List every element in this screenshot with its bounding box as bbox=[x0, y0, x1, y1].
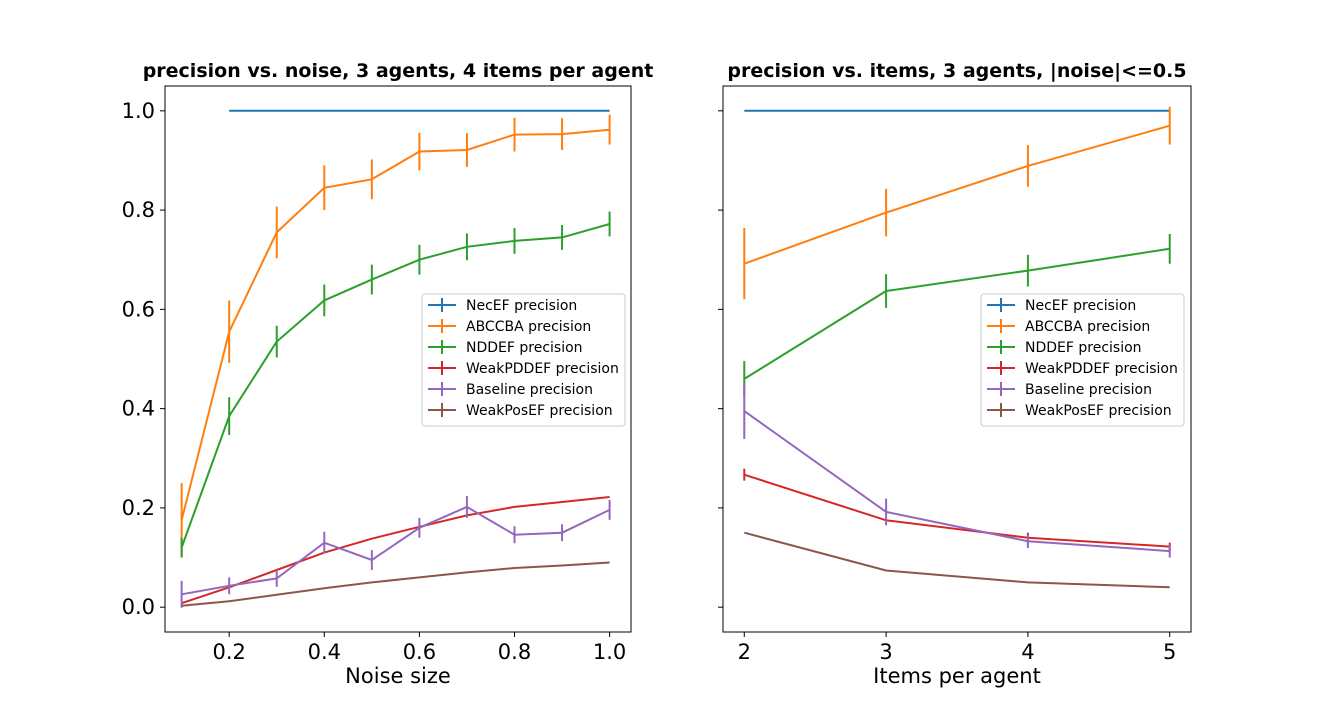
chart-0-y-tick-label: 0.2 bbox=[122, 496, 155, 520]
chart-0-y-tick-label: 0.6 bbox=[122, 297, 155, 321]
chart-0-y-tick-label: 0.8 bbox=[122, 198, 155, 222]
chart-1-legend-entry: WeakPDDEF precision bbox=[1025, 361, 1178, 377]
chart-1-x-tick-label: 4 bbox=[1021, 640, 1034, 664]
chart-0-series-2-line bbox=[180, 223, 610, 548]
chart-1-series-5-line bbox=[744, 531, 1170, 589]
chart-0-legend-entry: WeakPosEF precision bbox=[466, 403, 613, 419]
chart-0-series-5-line bbox=[181, 561, 610, 607]
chart-1-x-tick-label: 2 bbox=[738, 640, 751, 664]
chart-0-y-tick-label: 1.0 bbox=[122, 99, 155, 123]
noise-chart: 0.2 0.4 0.6 0.8 1.0 0.0 0.2 0.4 0.6 0.8 1.0 precisi… bbox=[122, 60, 654, 688]
chart-0-legend-entry: WeakPDDEF precision bbox=[466, 361, 619, 377]
chart-0-x-tick-label: 1.0 bbox=[593, 640, 626, 664]
chart-1-legend bbox=[980, 293, 1185, 427]
chart-0-y-tick-label: 0.0 bbox=[122, 595, 155, 619]
chart-0-x-tick-label: 0.6 bbox=[403, 640, 436, 664]
chart-0-legend-entry: NDDEF precision bbox=[466, 340, 583, 356]
chart-1-series-2-line bbox=[743, 247, 1170, 380]
chart-0-x-tick-label: 0.2 bbox=[212, 640, 245, 664]
chart-1-legend-entry: NDDEF precision bbox=[1025, 340, 1142, 356]
chart-0-x-tick-label: 0.4 bbox=[308, 640, 341, 664]
chart-0-x-tick-label: 0.8 bbox=[498, 640, 531, 664]
chart-1-series-1-line bbox=[743, 124, 1170, 265]
chart-1-axes-frame bbox=[722, 85, 1192, 633]
chart-1-series-3-line bbox=[743, 473, 1170, 548]
chart-1-title: precision vs. items, 3 agents, |noise|<=… bbox=[727, 60, 1186, 82]
chart-0-legend-entry: NecEF precision bbox=[466, 298, 577, 314]
chart-1-x-tick-label: 5 bbox=[1163, 640, 1176, 664]
chart-1-x-tick-label: 3 bbox=[879, 640, 892, 664]
chart-0-legend bbox=[421, 293, 626, 427]
chart-0-series-3-line bbox=[181, 496, 610, 605]
chart-1-legend-entry: Baseline precision bbox=[1025, 382, 1152, 398]
chart-0-series-4-line bbox=[181, 505, 611, 596]
chart-0-axes-frame bbox=[164, 85, 632, 633]
items-chart: 2 3 4 5 precision vs. items, 3 agents, |nois… bbox=[718, 60, 1192, 688]
chart-0-x-axis-label: Noise size bbox=[345, 664, 451, 688]
chart-0-series-1-line bbox=[180, 128, 610, 521]
chart-0-legend-entry: Baseline precision bbox=[466, 382, 593, 398]
chart-1-x-axis-label: Items per agent bbox=[873, 664, 1041, 688]
chart-0-title: precision vs. noise, 3 agents, 4 items p… bbox=[143, 60, 654, 82]
chart-1-series-4-line bbox=[743, 410, 1170, 553]
chart-0-legend-entry: ABCCBA precision bbox=[466, 319, 591, 335]
chart-1-legend-entry: NecEF precision bbox=[1025, 298, 1136, 314]
chart-1-legend-entry: WeakPosEF precision bbox=[1025, 403, 1172, 419]
chart-1-legend-entry: ABCCBA precision bbox=[1025, 319, 1150, 335]
chart-0-y-tick-label: 0.4 bbox=[122, 397, 155, 421]
